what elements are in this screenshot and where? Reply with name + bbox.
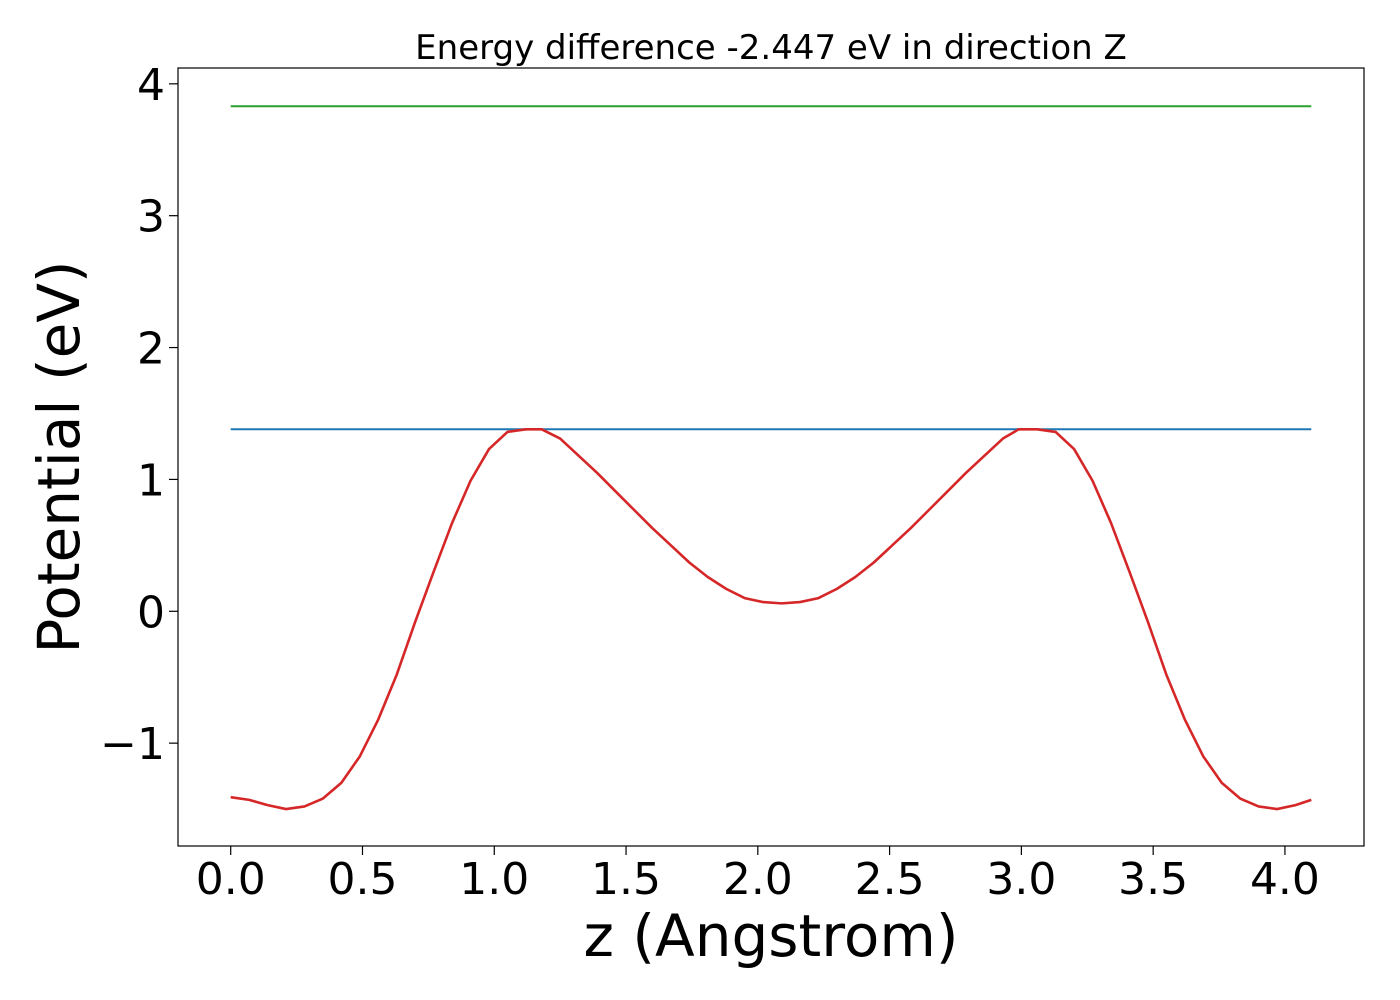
y-tick-label: 2 [137, 324, 165, 375]
y-axis-label: Potential (eV) [25, 260, 93, 653]
y-tick-label: 1 [137, 455, 165, 506]
x-tick-label: 4.0 [1250, 854, 1320, 905]
x-tick-label: 2.0 [723, 854, 793, 905]
y-tick-label: 0 [137, 587, 165, 638]
x-tick-label: 3.0 [986, 854, 1056, 905]
x-tick-label: 2.5 [855, 854, 925, 905]
x-tick-label: 0.5 [327, 854, 397, 905]
x-tick-label: 0.0 [196, 854, 266, 905]
x-tick-label: 3.5 [1118, 854, 1188, 905]
y-tick-label: −1 [100, 719, 165, 770]
series-line-3 [230, 428, 1312, 811]
x-axis-label: z (Angstrom) [584, 902, 959, 970]
x-tick-label: 1.5 [591, 854, 661, 905]
y-tick-label: 4 [137, 60, 165, 111]
series-layer [230, 105, 1312, 811]
chart-title: Energy difference -2.447 eV in direction… [415, 28, 1127, 68]
plot-area-frame [177, 67, 1365, 847]
x-axis: 0.0 0.5 1.0 1.5 2.0 2.5 3.0 3.5 4.0 [196, 846, 1320, 905]
y-tick-label: 3 [137, 192, 165, 243]
y-axis: −1 0 1 2 3 4 [100, 60, 178, 770]
x-tick-label: 1.0 [459, 854, 529, 905]
